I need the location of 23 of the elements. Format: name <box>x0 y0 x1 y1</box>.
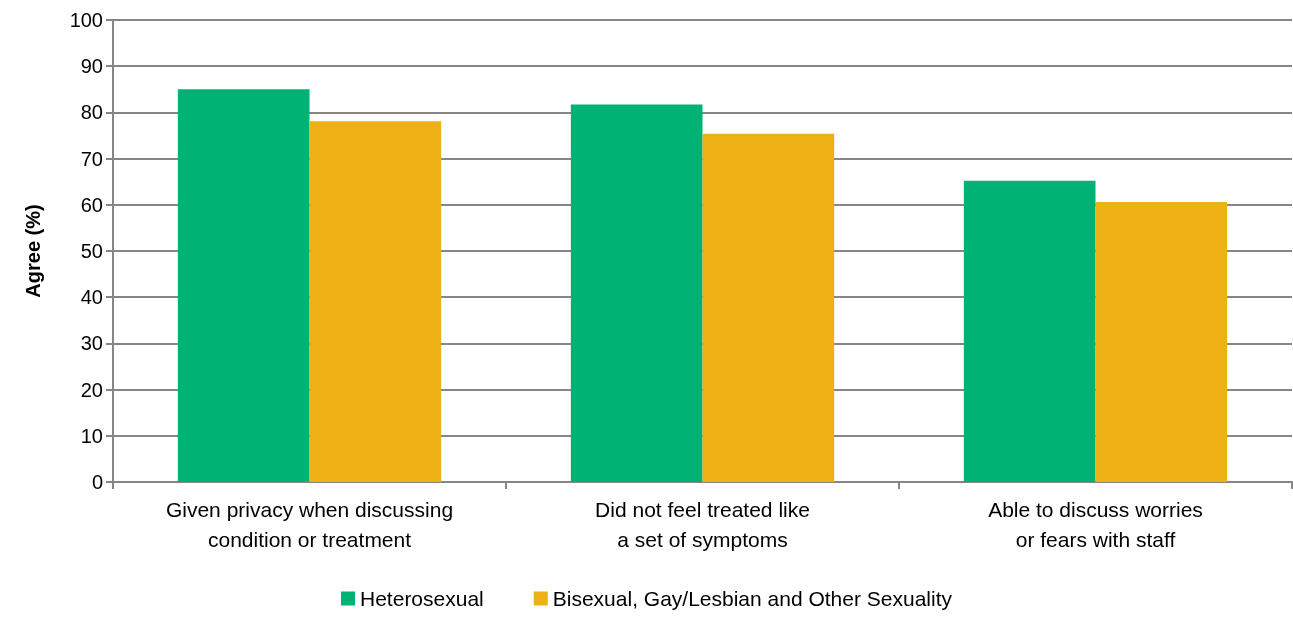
legend-label: Bisexual, Gay/Lesbian and Other Sexuality <box>552 587 953 610</box>
bar <box>177 89 310 482</box>
bar <box>309 121 442 482</box>
bar <box>1095 202 1228 482</box>
legend-label: Heterosexual <box>360 587 484 610</box>
y-tick-label: 70 <box>80 147 103 170</box>
y-tick-label: 50 <box>80 240 103 262</box>
x-tick-label: Given privacy when discussing condition or treatment <box>165 497 454 551</box>
x-tick-label: Able to discuss worries or fears with staff <box>988 497 1203 551</box>
y-tick-label: 40 <box>80 286 103 309</box>
y-tick-label: 100 <box>69 9 103 31</box>
y-axis-title: Agree (%) <box>22 204 44 298</box>
y-tick-label: 0 <box>91 471 103 493</box>
y-tick-label: 80 <box>80 101 103 124</box>
y-tick-label: 20 <box>80 378 103 401</box>
bar <box>570 104 703 482</box>
bar <box>963 180 1096 482</box>
y-tick-label: 60 <box>80 193 103 216</box>
y-tick-label: 30 <box>80 332 103 355</box>
y-tick-label: 90 <box>80 55 103 78</box>
y-tick-label: 10 <box>80 424 103 447</box>
bar <box>702 133 835 482</box>
x-tick-label: Did not feel treated like a set of symptoms <box>595 497 810 551</box>
